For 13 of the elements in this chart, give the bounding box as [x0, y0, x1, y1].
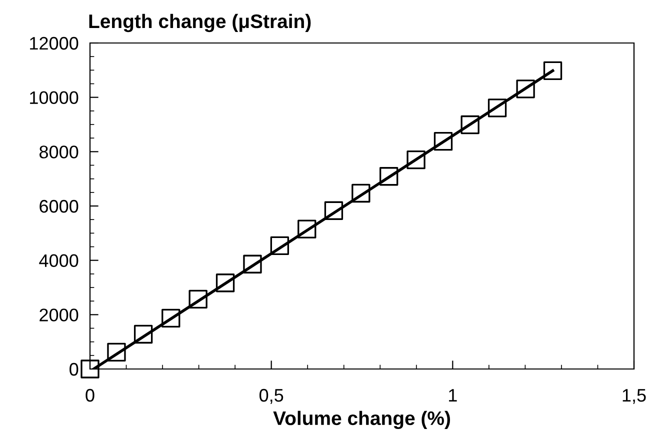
x-axis-title: Volume change (%) — [273, 410, 450, 430]
y-tick-label: 10000 — [30, 91, 78, 104]
x-tick-label: 1 — [449, 389, 457, 402]
y-tick-label: 6000 — [40, 200, 78, 213]
y-tick-label: 0 — [70, 362, 78, 376]
y-tick-label: 2000 — [40, 308, 78, 322]
x-tick-label: 1,5 — [622, 389, 646, 404]
y-tick-label: 4000 — [39, 254, 78, 268]
y-tick-label: 8000 — [40, 146, 78, 158]
y-axis-title: Length change (μStrain) — [89, 14, 311, 32]
y-tick-label: 12000 — [30, 36, 78, 50]
x-tick-label: 0,5 — [259, 388, 284, 404]
x-tick-label: 0 — [86, 388, 94, 402]
